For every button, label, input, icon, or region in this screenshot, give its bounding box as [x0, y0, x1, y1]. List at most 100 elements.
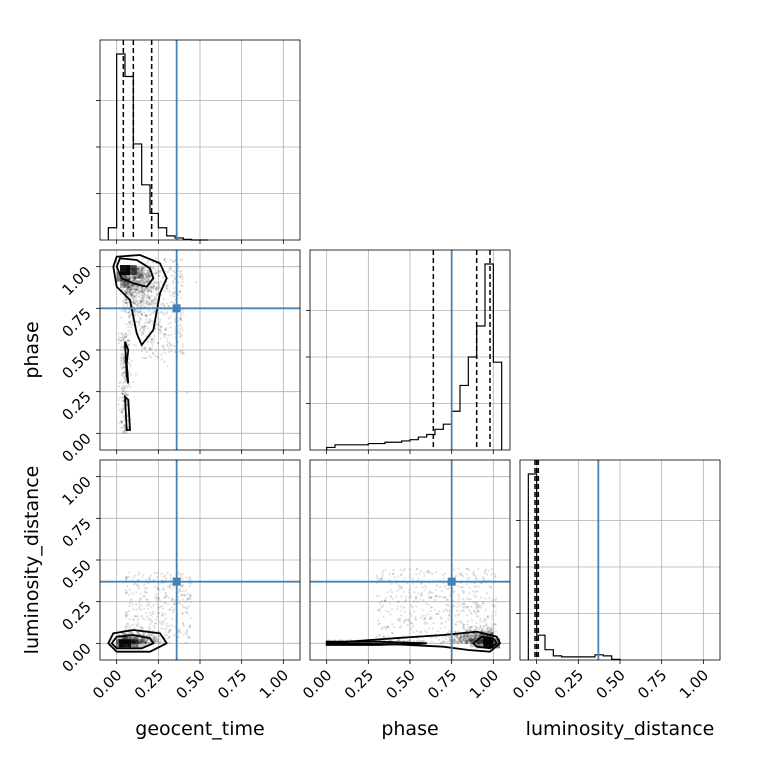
sample-point [122, 429, 125, 433]
sample-point [173, 286, 176, 290]
sample-point [457, 639, 460, 642]
sample-point [167, 636, 170, 640]
sample-point [138, 276, 141, 279]
sample-point [136, 285, 139, 288]
sample-point [427, 570, 430, 573]
sample-point [143, 294, 146, 298]
sample-point [120, 373, 123, 376]
sample-point [140, 640, 143, 643]
sample-point [473, 610, 476, 613]
sample-point [400, 595, 403, 598]
sample-point [154, 272, 157, 275]
sample-point [136, 271, 139, 274]
sample-point [127, 610, 130, 613]
sample-point [413, 591, 416, 594]
sample-point [408, 639, 411, 642]
sample-point [379, 634, 382, 637]
sample-point [467, 638, 470, 642]
sample-point [123, 365, 126, 369]
sample-point [148, 279, 151, 282]
sample-point [164, 630, 167, 633]
sample-point [177, 591, 180, 594]
sample-point [148, 347, 151, 350]
sample-point [121, 409, 125, 412]
sample-point [179, 317, 183, 320]
sample-point [133, 301, 136, 305]
sample-point [139, 300, 142, 303]
sample-point [414, 617, 417, 620]
sample-point [120, 420, 123, 423]
sample-point [409, 621, 412, 624]
sample-point [141, 628, 144, 631]
sample-point [129, 286, 132, 289]
sample-point [124, 284, 127, 288]
contour-line [110, 634, 155, 650]
sample-point [133, 636, 136, 639]
sample-point [139, 274, 142, 277]
sample-point [448, 613, 451, 616]
x-axis-label-phase: phase [381, 718, 438, 740]
sample-point [128, 637, 132, 640]
sample-point [169, 258, 172, 261]
sample-point [475, 606, 478, 609]
sample-point [139, 273, 143, 277]
sample-point [139, 302, 143, 305]
sample-point [167, 596, 170, 599]
sample-point [120, 284, 123, 287]
sample-point [130, 624, 133, 627]
sample-point [147, 271, 150, 274]
sample-point [142, 266, 145, 269]
sample-point [137, 631, 140, 634]
sample-point [388, 639, 392, 642]
sample-point [120, 332, 123, 336]
sample-point [180, 283, 183, 286]
histogram-geocent-time [96, 39, 301, 244]
sample-point [462, 639, 465, 642]
sample-point [177, 331, 181, 334]
sample-point [120, 419, 123, 423]
sample-point [189, 593, 192, 596]
sample-point [129, 320, 132, 323]
sample-point [468, 640, 472, 643]
sample-point [429, 616, 432, 619]
sample-point [402, 569, 406, 572]
sample-point [136, 280, 139, 284]
sample-point [142, 638, 145, 641]
sample-point [148, 330, 151, 333]
sample-point [460, 639, 464, 643]
sample-point [125, 290, 129, 293]
sample-point [140, 274, 144, 277]
sample-point [152, 638, 156, 641]
sample-point [140, 287, 144, 290]
sample-point [133, 278, 136, 281]
sample-point [473, 594, 476, 597]
sample-point [130, 288, 133, 292]
sample-point [375, 574, 379, 577]
sample-point [486, 614, 489, 618]
sample-point [179, 323, 182, 326]
sample-point [421, 614, 424, 617]
sample-point [122, 376, 126, 379]
sample-point [131, 632, 134, 635]
sample-point [150, 286, 153, 289]
sample-point [122, 299, 125, 302]
sample-point [146, 278, 149, 281]
sample-point [160, 627, 163, 630]
sample-point [159, 329, 162, 332]
sample-point [121, 336, 124, 339]
sample-point [189, 576, 192, 579]
sample-point [132, 618, 136, 622]
sample-point [131, 300, 134, 303]
sample-point [182, 624, 185, 627]
sample-point [127, 393, 130, 396]
sample-point [121, 420, 124, 424]
sample-point [129, 385, 132, 389]
sample-point [383, 635, 386, 638]
sample-point [153, 312, 156, 315]
sample-point [473, 638, 476, 641]
sample-point [136, 636, 139, 640]
sample-point [140, 604, 144, 607]
sample-point [467, 636, 470, 640]
sample-point [137, 324, 140, 327]
sample-point [486, 626, 490, 629]
